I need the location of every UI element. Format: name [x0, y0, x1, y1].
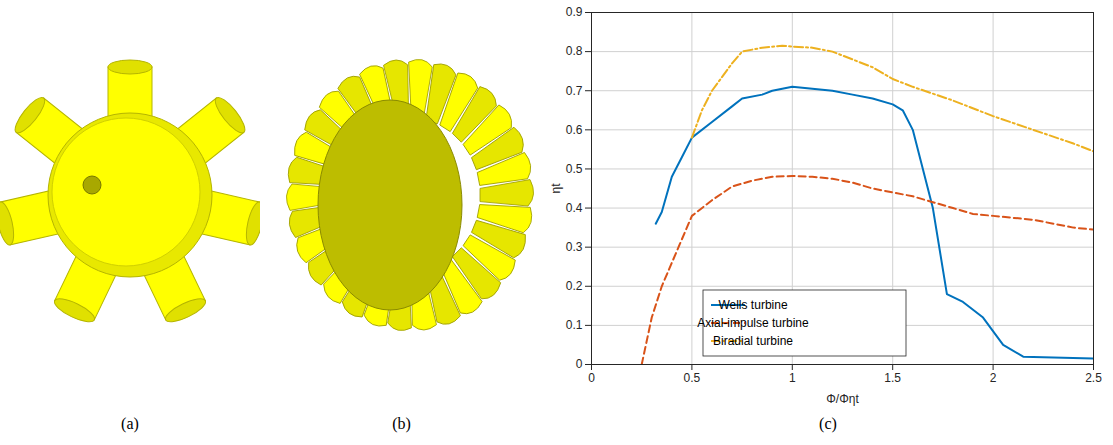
svg-text:1: 1: [789, 371, 796, 385]
svg-text:0.5: 0.5: [684, 371, 701, 385]
svg-text:0.5: 0.5: [566, 162, 583, 176]
svg-text:0: 0: [576, 357, 583, 371]
svg-text:2.5: 2.5: [1085, 371, 1102, 385]
svg-text:0.3: 0.3: [566, 240, 583, 254]
svg-text:0.6: 0.6: [566, 123, 583, 137]
svg-text:Axial-impulse turbine: Axial-impulse turbine: [697, 316, 809, 330]
svg-text:0.9: 0.9: [566, 5, 583, 19]
svg-text:2: 2: [990, 371, 997, 385]
svg-text:Biradial turbine: Biradial turbine: [713, 334, 793, 348]
svg-text:0.8: 0.8: [566, 44, 583, 58]
html-text:(a): (a): [121, 415, 139, 432]
svg-text:ηt: ηt: [549, 183, 563, 194]
svg-text:0.1: 0.1: [566, 318, 583, 332]
svg-text:Wells turbine: Wells turbine: [718, 298, 787, 312]
svg-text:0.2: 0.2: [566, 279, 583, 293]
svg-text:1.5: 1.5: [884, 371, 901, 385]
svg-text:0: 0: [588, 371, 595, 385]
svg-text:0.7: 0.7: [566, 84, 583, 98]
svg-text:0.4: 0.4: [566, 201, 583, 215]
svg-text:Φ/Φηt: Φ/Φηt: [826, 392, 859, 406]
html-text:(c): (c): [819, 415, 837, 432]
html-text:(b): (b): [392, 415, 411, 432]
